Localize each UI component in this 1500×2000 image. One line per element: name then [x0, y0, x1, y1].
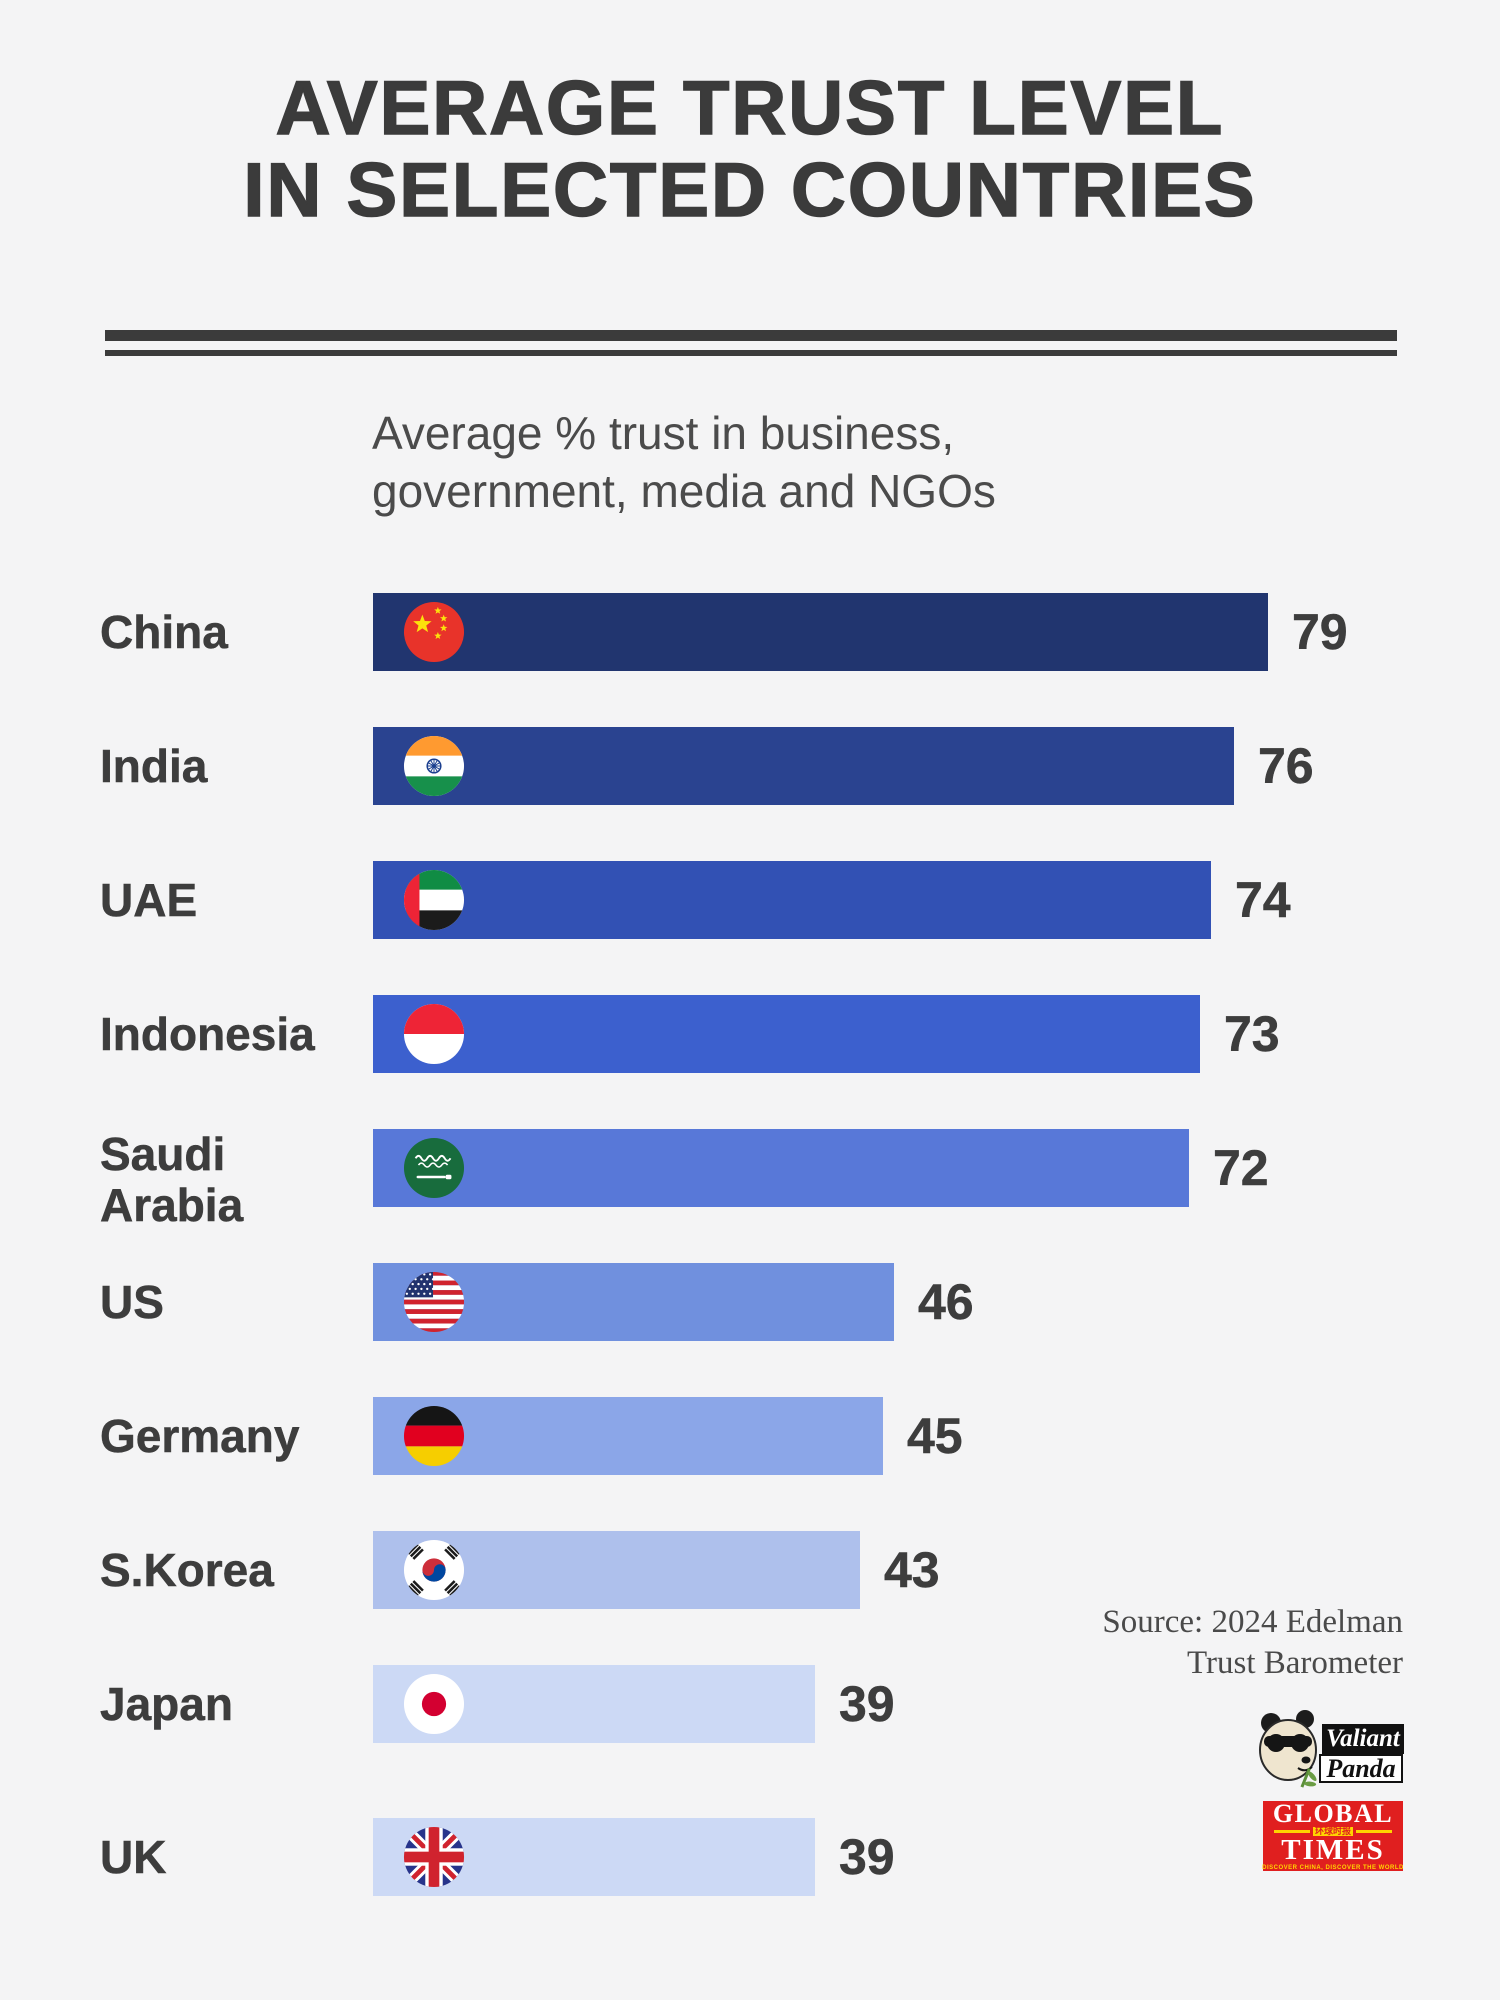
bar-row-indonesia: Indonesia 73	[0, 995, 1500, 1073]
page-title-line2: IN SELECTED COUNTRIES	[243, 148, 1257, 233]
bar-row-uk: UK 39	[0, 1818, 1500, 1896]
global-times-divider: 环球时报	[1274, 1826, 1393, 1836]
global-times-word-global: GLOBAL	[1272, 1799, 1394, 1828]
country-label: Germany	[100, 1409, 300, 1462]
chart-subtitle-line2: government, media and NGOs	[372, 465, 996, 517]
valiant-panda-text-top: Valiant	[1322, 1724, 1404, 1754]
bar-row-uae: UAE 74	[0, 861, 1500, 939]
value-label: 76	[1258, 738, 1314, 795]
page-title-line1: AVERAGE TRUST LEVEL	[275, 66, 1225, 151]
trust-bar	[373, 861, 1211, 939]
source-note-line1: Source: 2024 Edelman	[1102, 1604, 1403, 1640]
valiant-panda-text-bottom: Panda	[1319, 1754, 1403, 1783]
uk-flag-icon	[403, 1826, 465, 1888]
page-title: AVERAGE TRUST LEVEL IN SELECTED COUNTRIE…	[0, 66, 1500, 233]
indonesia-flag-icon	[403, 1003, 465, 1065]
bar-chart: China 79 India 76 UAE 74 Indonesia 73 Saudi Arab…	[0, 593, 1500, 1903]
bar-row-japan: Japan 39	[0, 1665, 1500, 1743]
global-times-tagline: DISCOVER CHINA, DISCOVER THE WORLD	[1262, 1865, 1404, 1871]
us-flag-icon	[403, 1271, 465, 1333]
source-note: Source: 2024 Edelman Trust Barometer	[1102, 1602, 1403, 1684]
bar-row-us: US 46	[0, 1263, 1500, 1341]
valiant-panda-logo: Valiant Panda	[1256, 1708, 1408, 1792]
country-label: UK	[100, 1830, 167, 1883]
saudi-arabia-flag-icon	[403, 1137, 465, 1199]
value-label: 72	[1213, 1140, 1269, 1197]
country-label: India	[100, 739, 208, 792]
china-flag-icon	[403, 601, 465, 663]
country-label: US	[100, 1275, 164, 1328]
trust-bar	[373, 1129, 1189, 1207]
divider-line-right	[1356, 1830, 1393, 1833]
divider-line-left	[1274, 1830, 1310, 1833]
bar-row-germany: Germany 45	[0, 1397, 1500, 1475]
country-label: Indonesia	[100, 1007, 315, 1060]
trust-bar	[373, 1531, 860, 1609]
global-times-chinese-name: 环球时报	[1313, 1826, 1354, 1836]
value-label: 43	[884, 1542, 940, 1599]
source-note-line2: Trust Barometer	[1186, 1645, 1403, 1681]
s-korea-flag-icon	[403, 1539, 465, 1601]
trust-bar	[373, 1397, 883, 1475]
uae-flag-icon	[403, 869, 465, 931]
value-label: 79	[1292, 604, 1348, 661]
trust-bar	[373, 1263, 894, 1341]
global-times-logo: GLOBAL 环球时报 TIMES DISCOVER CHINA, DISCOV…	[1262, 1799, 1404, 1871]
title-underline-thin	[105, 350, 1397, 356]
japan-flag-icon	[403, 1673, 465, 1735]
germany-flag-icon	[403, 1405, 465, 1467]
trust-bar	[373, 1818, 815, 1896]
trust-bar	[373, 1665, 815, 1743]
country-label: UAE	[100, 873, 198, 926]
value-label: 45	[907, 1408, 963, 1465]
india-flag-icon	[403, 735, 465, 797]
global-times-word-times: TIMES	[1281, 1834, 1385, 1866]
bar-row-china: China 79	[0, 593, 1500, 671]
country-label: China	[100, 605, 228, 658]
chart-subtitle: Average % trust in business, government,…	[372, 404, 996, 520]
value-label: 39	[839, 1829, 895, 1886]
country-label: S.Korea	[100, 1543, 274, 1596]
country-label: Japan	[100, 1677, 233, 1730]
panda-icon	[1256, 1710, 1326, 1795]
trust-bar	[373, 995, 1200, 1073]
value-label: 46	[918, 1274, 974, 1331]
country-label: Saudi Arabia	[100, 1128, 244, 1231]
bar-row-saudi-arabia: Saudi Arabia 72	[0, 1128, 1500, 1230]
bar-row-s-korea: S.Korea 43	[0, 1531, 1500, 1609]
value-label: 39	[839, 1676, 895, 1733]
chart-subtitle-line1: Average % trust in business,	[372, 407, 955, 459]
trust-bar	[373, 593, 1268, 671]
value-label: 73	[1224, 1006, 1280, 1063]
bar-row-india: India 76	[0, 727, 1500, 805]
title-underline-thick	[105, 330, 1397, 341]
trust-bar	[373, 727, 1234, 805]
value-label: 74	[1235, 872, 1291, 929]
